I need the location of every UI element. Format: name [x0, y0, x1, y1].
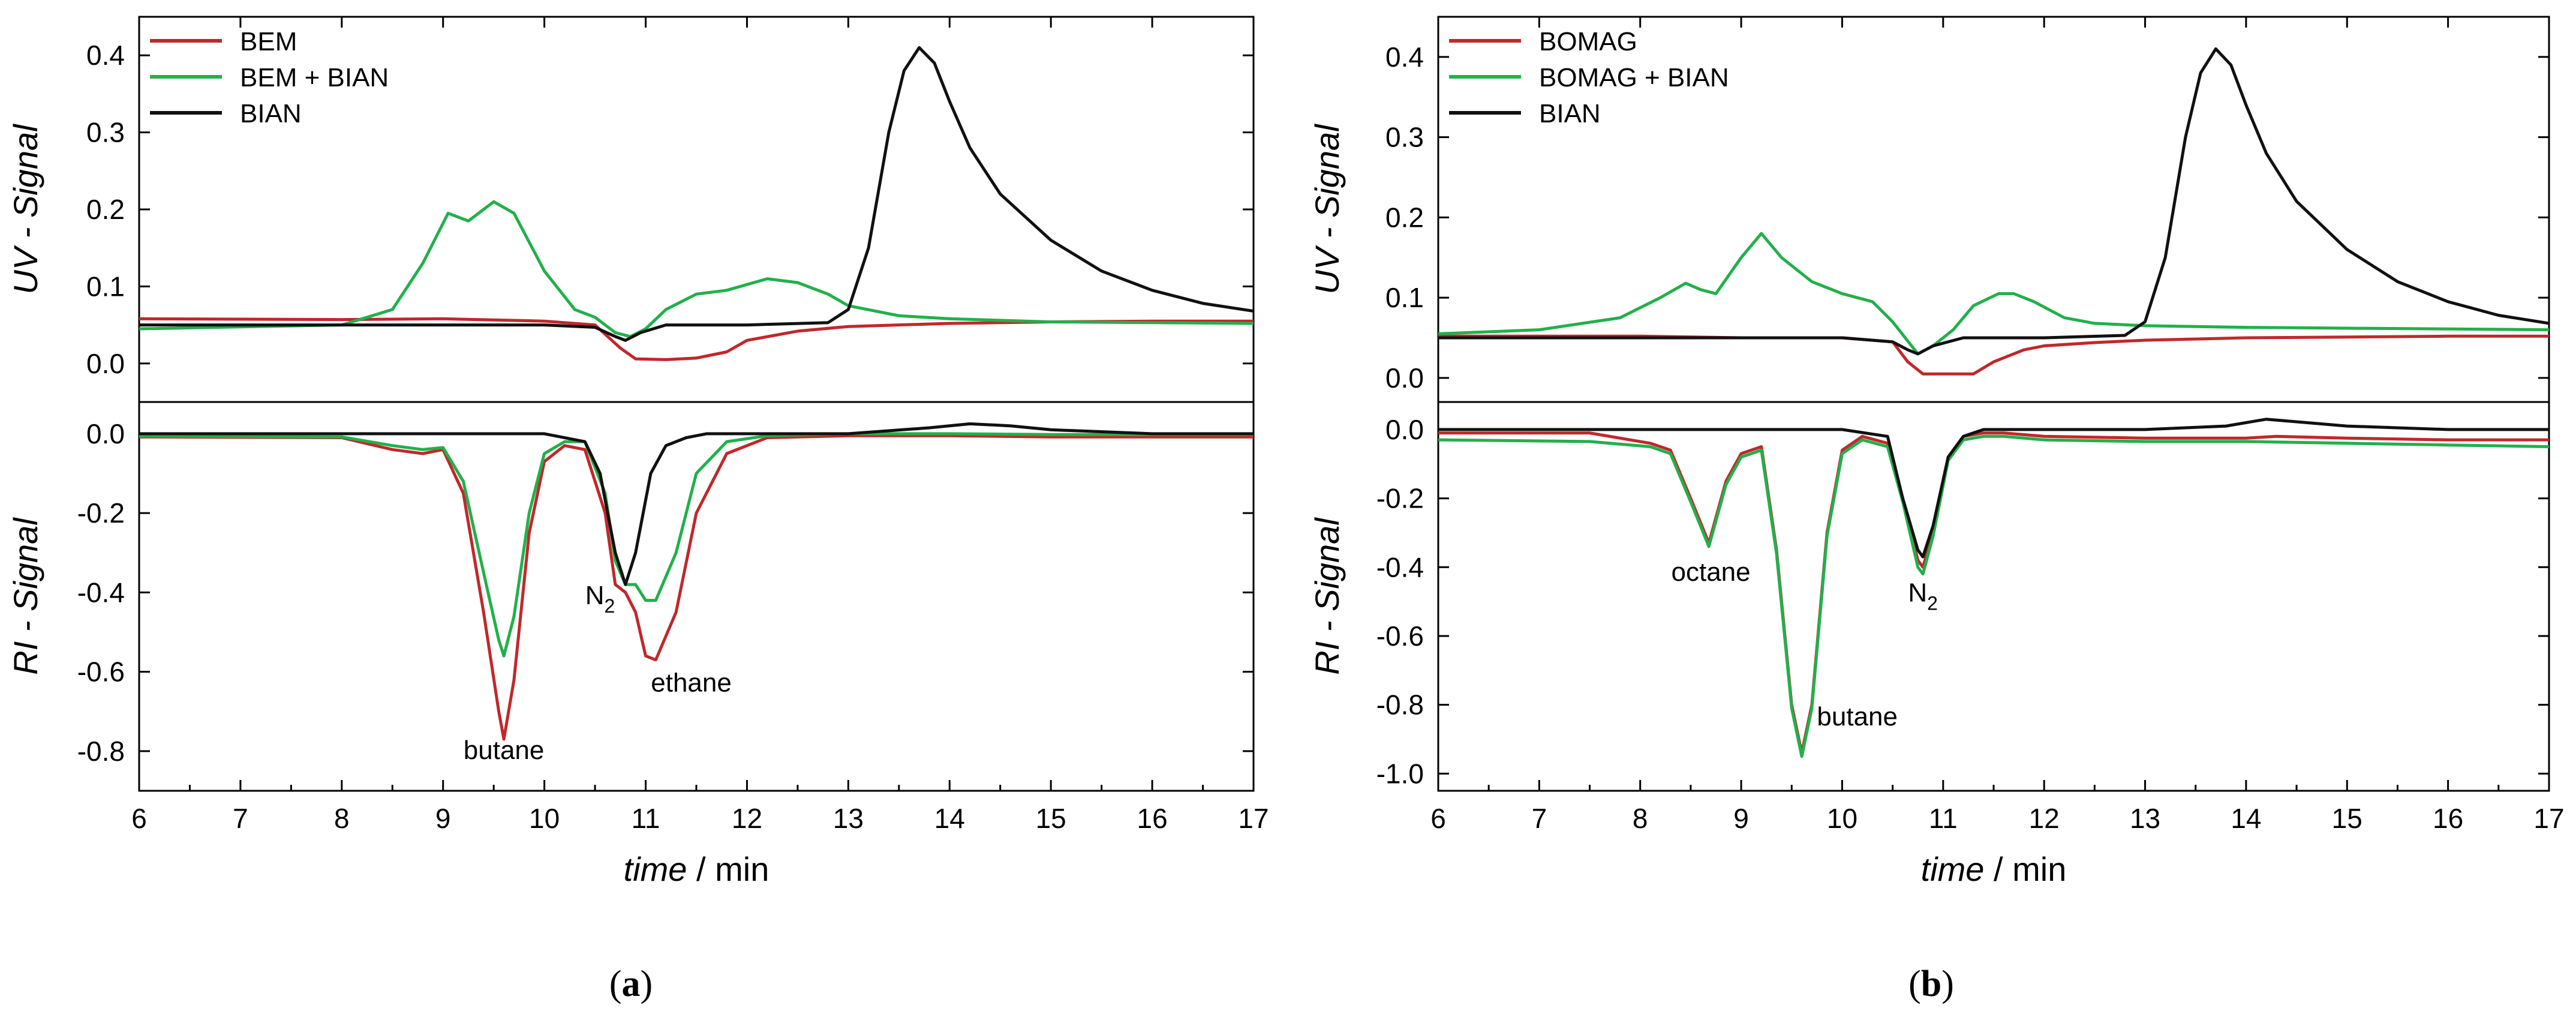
x-tick-label: 12	[2029, 803, 2060, 834]
y-tick-label: 0.1	[1385, 282, 1424, 313]
y-tick-label: 0.2	[1385, 202, 1424, 233]
y-tick-label: 0.4	[1385, 41, 1424, 73]
y-tick-label: -0.6	[1376, 620, 1424, 652]
subplot-lower: 0.0 -0.2 -0.4 -0.6 -0.8 -1.0 RI - Signal octane…	[1308, 401, 2550, 792]
y-tick-label: 0.0	[86, 418, 125, 449]
series-line-bem	[139, 434, 1254, 741]
x-tick-label: 11	[1929, 803, 1958, 834]
y-axis-title: UV - Signal	[1308, 124, 1346, 295]
chart-panel-a: 0.0 0.1 0.2 0.3 0.4 UV - Signal BEM BEM + BIAN B…	[7, 16, 1269, 1004]
peak-annotation: ethane	[651, 668, 732, 698]
y-axis-title: UV - Signal	[7, 124, 44, 295]
x-tick-label: 14	[934, 803, 965, 834]
x-axis-title: time / min	[624, 850, 770, 888]
series-line-bian	[1438, 418, 2549, 559]
y-tick-label: -1.0	[1376, 758, 1424, 789]
legend-entry: BOMAG	[1539, 27, 1637, 56]
legend-entry: BIAN	[240, 99, 302, 128]
chart-panel-b: 0.0 0.1 0.2 0.3 0.4 UV - Signal BOMAG BOMAG + B…	[1308, 16, 2565, 1004]
subplot-upper: 0.0 0.1 0.2 0.3 0.4 UV - Signal BOMAG BOMAG + B…	[1308, 16, 2550, 403]
y-tick-label: -0.4	[77, 577, 125, 608]
x-tick-label: 8	[1633, 803, 1648, 834]
y-tick-label: 0.3	[1385, 122, 1424, 153]
x-tick-label: 17	[1238, 803, 1269, 834]
y-axis-title: RI - Signal	[7, 517, 44, 675]
y-tick-label: 0.0	[86, 348, 125, 379]
series-line-bomag	[1438, 334, 2549, 376]
series-line-bomag-bian	[1438, 434, 2549, 758]
series-line-bian	[1438, 47, 2549, 356]
panel-label: (b)	[1908, 964, 1954, 1004]
x-tick-label: 6	[1430, 803, 1446, 834]
plot-frame	[138, 401, 1255, 792]
peak-annotation: butane	[464, 736, 545, 765]
x-tick-label: 9	[1733, 803, 1749, 834]
subplot-upper: 0.0 0.1 0.2 0.3 0.4 UV - Signal BEM BEM + BIAN B…	[7, 16, 1255, 403]
y-tick-label: -0.8	[1376, 689, 1424, 721]
y-tick-label: 0.0	[1385, 414, 1424, 445]
legend-entry: BOMAG + BIAN	[1539, 63, 1729, 92]
y-tick-label: -0.4	[1376, 551, 1424, 583]
y-tick-label: 0.2	[86, 194, 125, 225]
y-tick-label: 0.1	[86, 271, 125, 302]
y-tick-label: 0.0	[1385, 362, 1424, 394]
x-tick-label: 14	[2231, 803, 2261, 834]
x-tick-label: 13	[2130, 803, 2160, 834]
series-line-bem-bian	[139, 432, 1254, 658]
legend-entry: BEM	[240, 27, 297, 56]
y-tick-label: 0.4	[86, 40, 125, 71]
x-tick-label: 15	[1036, 803, 1066, 834]
x-tick-label: 10	[1827, 803, 1857, 834]
series-line-bomag-bian	[1438, 232, 2549, 356]
x-tick-label: 15	[2332, 803, 2362, 834]
x-tick-label: 6	[131, 803, 147, 834]
panel-label: (a)	[609, 964, 653, 1004]
series-line-bomag	[1438, 431, 2549, 755]
legend-entry: BEM + BIAN	[240, 63, 389, 92]
y-tick-label: -0.2	[1376, 483, 1424, 514]
x-axis-title: time / min	[1921, 850, 2067, 888]
peak-annotation: N2	[1908, 578, 1938, 614]
series-line-bem	[139, 317, 1254, 361]
x-tick-label: 17	[2533, 803, 2564, 834]
series-line-bian	[139, 46, 1254, 342]
x-tick-label: 7	[233, 803, 248, 834]
y-axis-title: RI - Signal	[1308, 517, 1346, 675]
x-tick-label: 7	[1532, 803, 1547, 834]
y-tick-label: -0.6	[77, 656, 125, 688]
series-line-bem-bian	[139, 200, 1254, 338]
y-tick-label: -0.2	[77, 497, 125, 529]
x-tick-label: 11	[632, 803, 660, 834]
x-tick-label: 12	[732, 803, 762, 834]
plot-frame	[1437, 401, 2550, 792]
x-tick-label: 16	[2433, 803, 2463, 834]
x-tick-label: 8	[334, 803, 350, 834]
x-tick-label: 9	[435, 803, 451, 834]
x-tick-label: 16	[1137, 803, 1168, 834]
peak-annotation: butane	[1817, 702, 1898, 731]
subplot-lower: 0.0 -0.2 -0.4 -0.6 -0.8 RI - Signal butane etha…	[7, 401, 1255, 792]
legend-entry: BIAN	[1539, 99, 1601, 128]
peak-annotation: N2	[585, 581, 615, 617]
x-tick-label: 13	[833, 803, 864, 834]
x-tick-label: 10	[529, 803, 560, 834]
y-tick-label: 0.3	[86, 117, 125, 148]
y-tick-label: -0.8	[77, 736, 125, 767]
peak-annotation: octane	[1672, 557, 1751, 587]
series-line-bian	[139, 422, 1254, 586]
